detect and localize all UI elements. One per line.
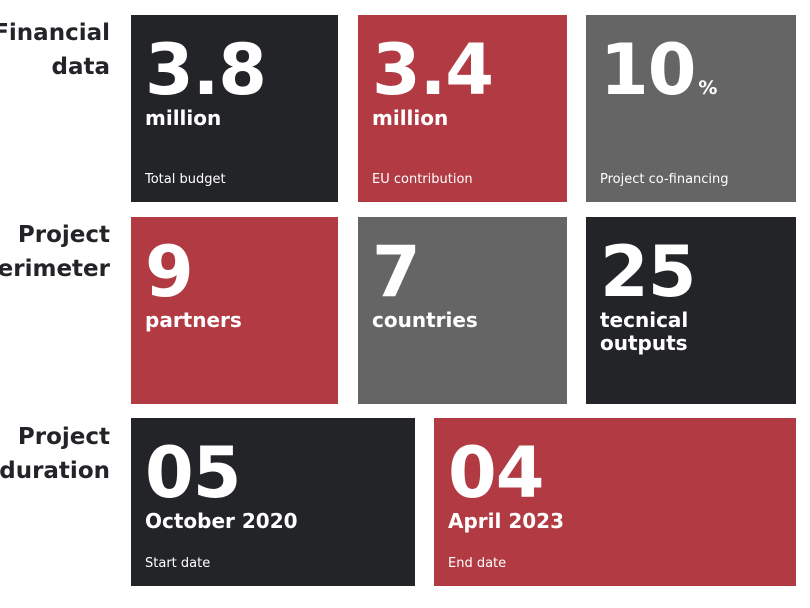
row-label-line: duration: [0, 458, 110, 484]
row-label-financial-data: Financial data: [0, 16, 110, 84]
stat-tile-start-date: 05 October 2020 Start date: [131, 418, 415, 586]
row-label-project-duration: Project duration: [0, 420, 110, 488]
stat-tile-partners: 9 partners: [131, 217, 338, 404]
stat-value: 3.4: [372, 29, 494, 111]
row-label-line: Financial: [0, 20, 110, 46]
stat-caption: Start date: [145, 556, 211, 571]
stat-value: 04: [448, 432, 544, 514]
stat-unit-line: tecnical: [600, 308, 689, 332]
stat-value: 7: [372, 231, 421, 313]
stat-tile-eu-contribution: 3.4 million EU contribution: [358, 15, 567, 202]
stat-value-number: 10: [600, 29, 696, 111]
stat-caption: Total budget: [145, 172, 226, 187]
stat-unit: million: [145, 106, 222, 130]
stat-unit: October 2020: [145, 509, 298, 533]
stat-unit: countries: [372, 308, 478, 332]
stat-unit: partners: [145, 308, 242, 332]
stat-unit: tecnical outputs: [600, 309, 688, 355]
stat-unit: April 2023: [448, 509, 564, 533]
stat-value-suffix: %: [698, 77, 718, 99]
stat-value: 10%: [600, 25, 717, 133]
row-label-project-perimeter: Project perimeter: [0, 218, 110, 286]
row-label-line: Project: [17, 424, 110, 450]
stat-unit: million: [372, 106, 449, 130]
stat-value: 9: [145, 231, 194, 313]
stat-tile-total-budget: 3.8 million Total budget: [131, 15, 338, 202]
row-label-line: data: [51, 54, 111, 80]
stat-tile-countries: 7 countries: [358, 217, 567, 404]
stat-tile-end-date: 04 April 2023 End date: [434, 418, 796, 586]
stat-caption: EU contribution: [372, 172, 473, 187]
row-label-line: Project: [17, 222, 110, 248]
stat-tile-technical-outputs: 25 tecnical outputs: [586, 217, 796, 404]
stat-value: 05: [145, 432, 241, 514]
stat-value: 25: [600, 231, 696, 313]
stat-caption: End date: [448, 556, 507, 571]
row-label-line: perimeter: [0, 256, 110, 282]
stat-unit-line: outputs: [600, 331, 688, 355]
stat-tile-co-financing: 10% Project co-financing: [586, 15, 796, 202]
stat-caption: Project co-financing: [600, 172, 729, 187]
stat-value: 3.8: [145, 29, 267, 111]
